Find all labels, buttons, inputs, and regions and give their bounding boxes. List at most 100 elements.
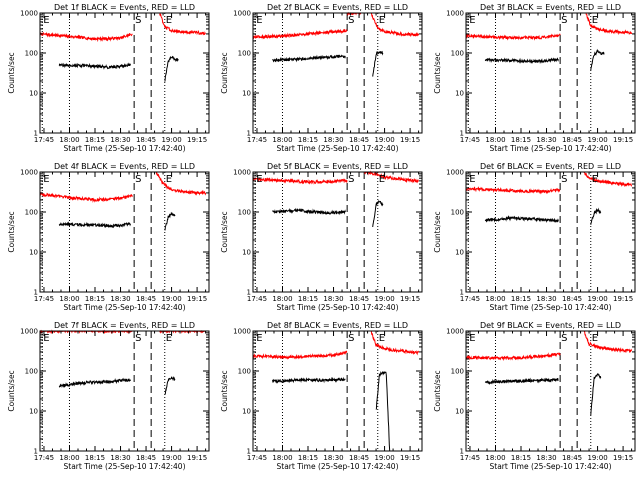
x-tick-label: 18:45 bbox=[562, 136, 582, 144]
y-tick-label: 1 bbox=[247, 130, 251, 138]
plot-frame bbox=[252, 12, 423, 134]
y-tick-label: 100 bbox=[25, 368, 38, 376]
event-marker: E bbox=[379, 333, 385, 344]
events-rate-line bbox=[58, 377, 132, 388]
events-rate-line bbox=[58, 221, 131, 229]
event-marker: E bbox=[256, 174, 262, 185]
lld-rate-line bbox=[585, 13, 633, 36]
event-marker: E bbox=[166, 333, 172, 344]
x-tick-label: 19:00 bbox=[374, 295, 394, 303]
x-tick-label: 19:15 bbox=[613, 136, 633, 144]
events-rate-line bbox=[164, 375, 176, 395]
x-tick-label: 18:45 bbox=[349, 136, 369, 144]
event-marker: E bbox=[43, 333, 49, 344]
y-tick-label: 1 bbox=[460, 289, 464, 297]
events-rate-line bbox=[272, 54, 346, 63]
events-rate-line bbox=[58, 62, 131, 70]
lld-rate-line bbox=[252, 28, 348, 40]
x-tick-label: 17:45 bbox=[247, 136, 267, 144]
y-axis-label: Counts/sec bbox=[7, 370, 16, 411]
y-tick-label: 1 bbox=[34, 289, 38, 297]
panel-title: Det 4f BLACK = Events, RED = LLD bbox=[54, 162, 195, 171]
x-tick-label: 18:00 bbox=[59, 136, 79, 144]
event-marker: E bbox=[256, 15, 262, 26]
lld-rate-line bbox=[39, 191, 133, 203]
x-tick-label: 19:15 bbox=[400, 136, 420, 144]
y-tick-label: 1 bbox=[247, 289, 251, 297]
y-tick-label: 1000 bbox=[446, 169, 464, 177]
y-axis-label: Counts/sec bbox=[220, 52, 229, 93]
event-marker: E bbox=[592, 15, 598, 26]
x-tick-label: 17:45 bbox=[460, 454, 480, 462]
x-axis-label: Start Time (25-Sep-10 17:42:40) bbox=[64, 462, 186, 471]
y-tick-label: 1000 bbox=[233, 169, 251, 177]
event-marker: S bbox=[561, 333, 567, 344]
x-tick-label: 19:00 bbox=[161, 295, 181, 303]
y-tick-label: 1 bbox=[34, 130, 38, 138]
event-marker: E bbox=[166, 174, 172, 185]
x-tick-label: 19:00 bbox=[161, 454, 181, 462]
x-tick-label: 19:15 bbox=[187, 454, 207, 462]
lld-rate-line bbox=[364, 170, 419, 184]
y-tick-label: 1000 bbox=[20, 169, 38, 177]
lld-rate-line bbox=[465, 352, 561, 361]
detector-panel: Det 7f BLACK = Events, RED = LLD 1 10 100 10… bbox=[7, 321, 210, 471]
lld-rate-line bbox=[252, 350, 348, 360]
x-tick-label: 18:30 bbox=[110, 136, 130, 144]
y-axis-label: Counts/sec bbox=[433, 52, 442, 93]
events-rate-line bbox=[590, 373, 602, 416]
lld-rate-line bbox=[465, 186, 561, 195]
events-rate-line bbox=[164, 55, 179, 82]
x-tick-label: 18:45 bbox=[562, 295, 582, 303]
x-tick-label: 19:15 bbox=[613, 295, 633, 303]
lld-rate-line bbox=[159, 12, 206, 36]
x-tick-label: 19:00 bbox=[161, 136, 181, 144]
events-rate-line bbox=[590, 207, 602, 225]
plot-frame bbox=[465, 171, 636, 293]
panel-title: Det 7f BLACK = Events, RED = LLD bbox=[54, 321, 195, 330]
event-marker: E bbox=[379, 174, 385, 185]
x-tick-label: 19:15 bbox=[613, 454, 633, 462]
x-tick-label: 18:15 bbox=[85, 295, 105, 303]
y-tick-label: 100 bbox=[238, 50, 251, 58]
x-tick-label: 19:00 bbox=[374, 136, 394, 144]
y-axis-label: Counts/sec bbox=[433, 211, 442, 252]
event-marker: S bbox=[561, 174, 567, 185]
y-tick-label: 100 bbox=[25, 209, 38, 217]
event-marker: S bbox=[348, 333, 354, 344]
y-tick-label: 10 bbox=[29, 249, 38, 257]
plot-frame bbox=[252, 330, 423, 452]
plot-frame bbox=[465, 330, 636, 452]
events-rate-line bbox=[164, 211, 176, 231]
x-tick-label: 19:00 bbox=[587, 295, 607, 303]
y-tick-label: 1000 bbox=[233, 10, 251, 18]
plot-frame bbox=[252, 171, 423, 293]
x-tick-label: 18:15 bbox=[511, 295, 531, 303]
event-marker: S bbox=[348, 174, 354, 185]
x-tick-label: 17:45 bbox=[247, 295, 267, 303]
detector-panel: Det 1f BLACK = Events, RED = LLD 1 10 100 10… bbox=[7, 3, 210, 153]
x-tick-label: 18:00 bbox=[272, 295, 292, 303]
detector-panel: Det 9f BLACK = Events, RED = LLD 1 10 100 10… bbox=[433, 321, 636, 471]
x-axis-label: Start Time (25-Sep-10 17:42:40) bbox=[277, 144, 399, 153]
panel-title: Det 3f BLACK = Events, RED = LLD bbox=[480, 3, 621, 12]
x-tick-label: 18:15 bbox=[511, 454, 531, 462]
y-tick-label: 1 bbox=[460, 448, 464, 456]
x-tick-label: 19:15 bbox=[400, 295, 420, 303]
detector-panel: Det 8f BLACK = Events, RED = LLD 1 10 100 10… bbox=[220, 321, 423, 471]
lld-rate-line bbox=[370, 12, 420, 37]
x-tick-label: 18:00 bbox=[272, 136, 292, 144]
x-tick-label: 18:30 bbox=[323, 295, 343, 303]
y-axis-label: Counts/sec bbox=[7, 52, 16, 93]
x-tick-label: 18:30 bbox=[536, 136, 556, 144]
y-tick-label: 1 bbox=[247, 448, 251, 456]
x-tick-label: 18:00 bbox=[272, 454, 292, 462]
x-tick-label: 18:45 bbox=[349, 454, 369, 462]
x-tick-label: 18:15 bbox=[511, 136, 531, 144]
y-tick-label: 1000 bbox=[446, 10, 464, 18]
x-tick-label: 18:45 bbox=[349, 295, 369, 303]
events-rate-line bbox=[484, 215, 559, 224]
event-marker: E bbox=[379, 15, 385, 26]
event-marker: S bbox=[561, 15, 567, 26]
